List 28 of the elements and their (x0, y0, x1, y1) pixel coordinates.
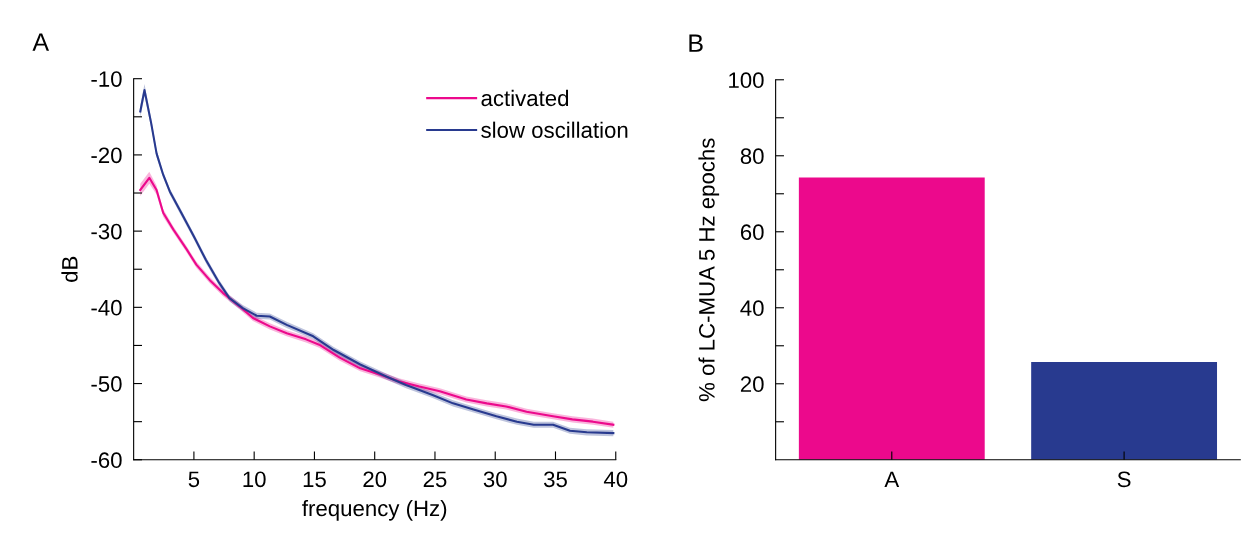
x-tick-label: A (884, 471, 900, 487)
x-tick-label: 35 (543, 471, 567, 488)
x-tick-label: S (1117, 471, 1131, 488)
y-tick-label: -50 (91, 376, 122, 392)
y-axis-title: dB (61, 256, 78, 282)
x-tick-label: 10 (243, 471, 266, 488)
chart-title: B (689, 34, 703, 52)
y-tick-label: -20 (91, 147, 122, 164)
y-tick-label: 80 (740, 148, 764, 165)
y-tick-label: 20 (740, 376, 764, 393)
x-tick-label: 15 (303, 471, 326, 488)
x-tick-label: 40 (603, 471, 628, 488)
x-tick-label: 30 (483, 471, 507, 488)
x-tick-label: 25 (423, 471, 447, 488)
x-axis-title: frequency (Hz) (302, 499, 447, 521)
legend-label: slow oscillation (481, 121, 628, 138)
y-tick-label: -10 (91, 71, 122, 87)
y-tick-label: 40 (740, 300, 764, 317)
y-tick-label: 100 (729, 72, 764, 89)
y-tick-label: -30 (91, 223, 122, 240)
chart-title: A (32, 33, 50, 51)
x-tick-label: 5 (188, 471, 200, 488)
y-tick-label: -40 (91, 299, 122, 316)
legend-label: activated (481, 89, 569, 107)
y-tick-label: -60 (91, 452, 122, 469)
x-tick-label: 20 (363, 471, 387, 488)
y-tick-label: 60 (740, 224, 764, 241)
y-axis-title: % of LC-MUA 5 Hz epochs (698, 138, 720, 402)
